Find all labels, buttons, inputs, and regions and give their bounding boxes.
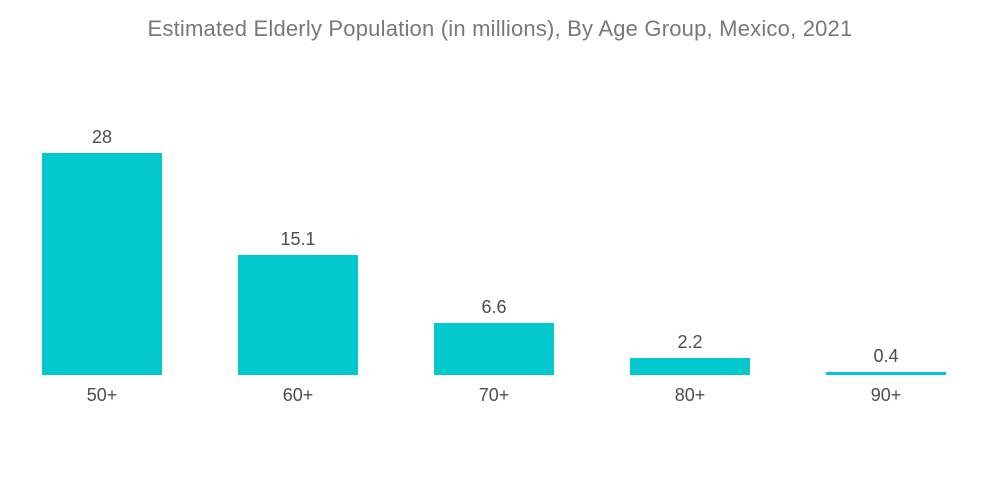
plot-area: 28 50+ 15.1 60+ 6.6 70+ 2.2 80+ 0.4 90+ [42,127,946,405]
bar-value-label: 6.6 [481,297,507,317]
bar-column: 28 50+ [42,127,162,405]
bar-column: 2.2 80+ [630,127,750,405]
category-label: 90+ [870,385,902,405]
bar-value-label: 15.1 [280,229,316,249]
bar-column: 6.6 70+ [434,127,554,405]
category-label: 80+ [674,385,706,405]
chart-title: Estimated Elderly Population (in million… [147,16,853,41]
category-label: 70+ [478,385,510,405]
bar [238,255,358,375]
bar-column: 0.4 90+ [826,127,946,405]
category-label: 50+ [86,385,118,405]
bar-value-label: 2.2 [677,332,703,352]
bar-column: 15.1 60+ [238,127,358,405]
bar [630,358,750,375]
bar [826,372,946,375]
bar-value-label: 28 [91,127,113,147]
category-label: 60+ [282,385,314,405]
bar [434,323,554,375]
bar [42,153,162,375]
bar-value-label: 0.4 [873,346,899,366]
